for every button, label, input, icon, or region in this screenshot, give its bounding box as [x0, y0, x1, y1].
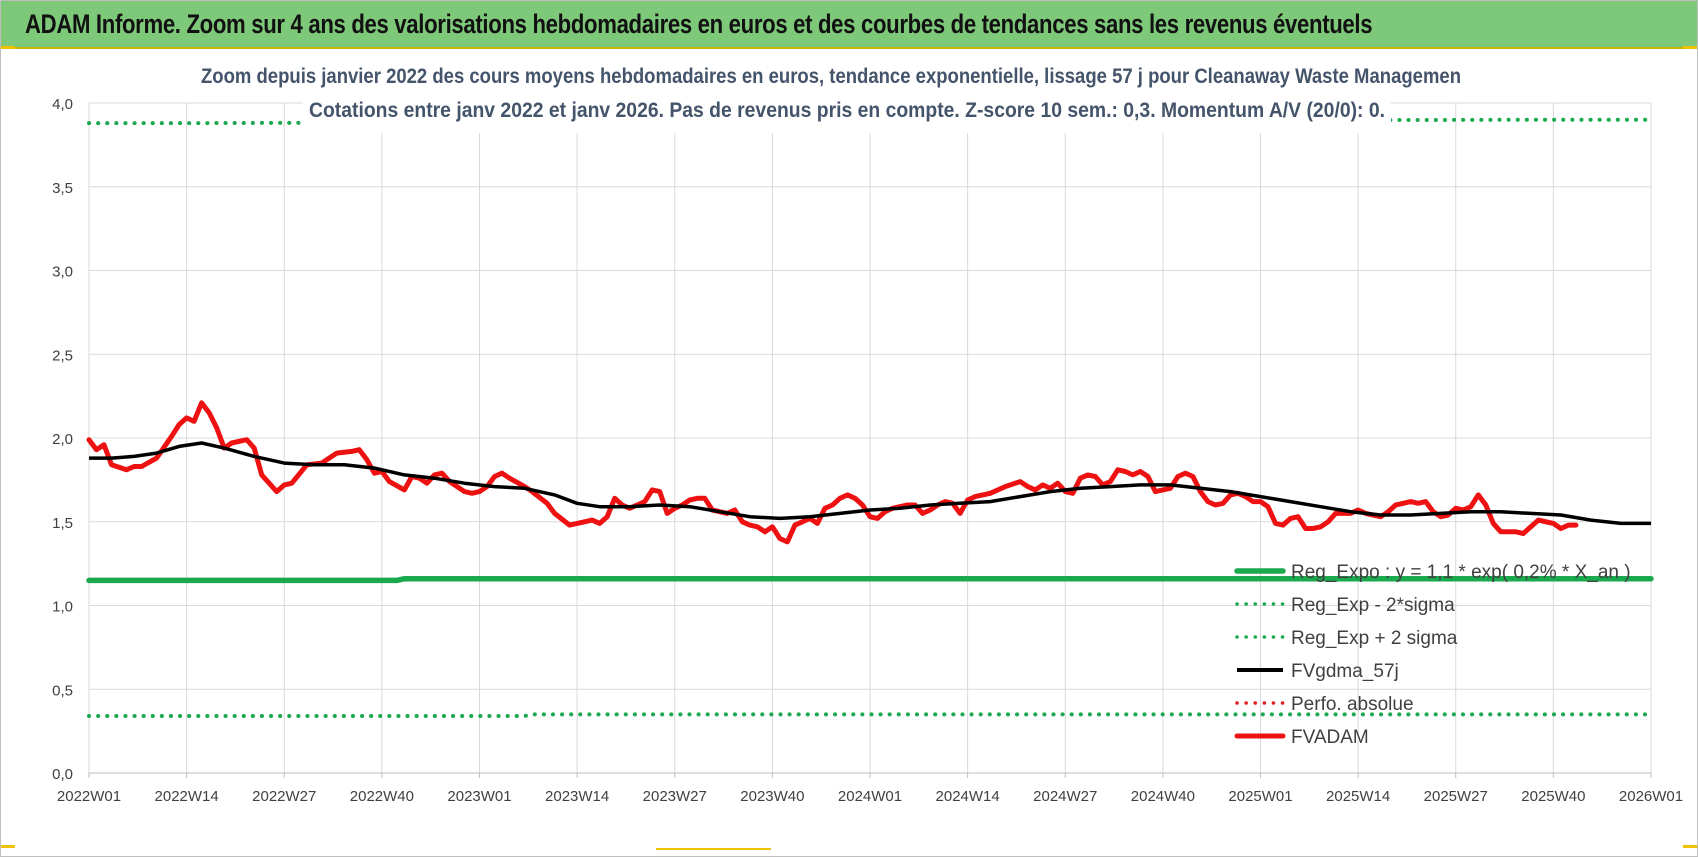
x-tick-label: 2023W14: [545, 788, 609, 805]
chart-subtitle: Cotations entre janv 2022 et janv 2026. …: [309, 99, 1385, 122]
corner-mark: [1683, 46, 1697, 49]
x-tick-label: 2026W01: [1619, 788, 1683, 805]
x-tick-label: 2024W01: [838, 788, 902, 805]
legend-label: FVgdma_57j: [1291, 661, 1399, 682]
x-tick-label: 2023W01: [447, 788, 511, 805]
title-background: [197, 61, 1467, 97]
x-tick-label: 2022W27: [252, 788, 316, 805]
y-tick-label: 0,0: [52, 766, 73, 783]
x-tick-label: 2024W14: [936, 788, 1000, 805]
y-tick-label: 0,5: [52, 682, 73, 699]
y-tick-label: 1,5: [52, 515, 73, 532]
legend: Reg_Expo : y = 1,1 * exp( 0,2% * X_an ) R…: [1231, 553, 1631, 755]
corner-mark: [1683, 845, 1697, 848]
legend-label: Perfo. absolue: [1291, 694, 1414, 715]
legend-label: Reg_Exp - 2*sigma: [1291, 595, 1455, 616]
x-tick-label: 2025W14: [1326, 788, 1390, 805]
series-line-fvadam: [86, 400, 1579, 545]
series-line-reg-expo-y-1-1-exp-0-2-x-an: [86, 575, 1654, 584]
x-tick-label: 2025W40: [1521, 788, 1585, 805]
gridlines: [88, 102, 1652, 774]
banner-title: ADAM Informe. Zoom sur 4 ans des valoris…: [25, 9, 1373, 39]
series-layer: [86, 117, 1654, 718]
corner-mark: [1, 46, 15, 49]
x-axis: 2022W01 2022W14 2022W27 2022W40 2023W01 2023W…: [57, 773, 1683, 805]
legend-box: [1231, 553, 1631, 755]
chart-title: Zoom depuis janvier 2022 des cours moyen…: [201, 65, 1461, 88]
x-tick-label: 2022W40: [350, 788, 414, 805]
legend-label: FVADAM: [1291, 727, 1369, 748]
series-line-fvgdma-57j: [89, 441, 1651, 526]
corner-mark: [656, 848, 771, 850]
corner-mark: [1, 845, 15, 848]
y-tick-label: 1,0: [52, 599, 73, 616]
y-tick-label: 2,0: [52, 431, 73, 448]
x-tick-label: 2025W27: [1424, 788, 1488, 805]
y-tick-label: 3,5: [52, 180, 73, 197]
x-tick-label: 2023W40: [740, 788, 804, 805]
legend-label: Reg_Expo : y = 1,1 * exp( 0,2% * X_an ): [1291, 562, 1631, 583]
title-banner: ADAM Informe. Zoom sur 4 ans des valoris…: [1, 1, 1697, 49]
y-axis: 0,0 0,5 1,0 1,5 2,0 2,5 3,0 3,5 4,0: [52, 96, 73, 783]
legend-label: Reg_Exp + 2 sigma: [1291, 628, 1458, 649]
x-tick-label: 2025W01: [1228, 788, 1292, 805]
x-tick-label: 2022W14: [155, 788, 219, 805]
y-tick-label: 2,5: [52, 347, 73, 364]
x-tick-label: 2022W01: [57, 788, 121, 805]
y-tick-label: 3,0: [52, 264, 73, 281]
x-tick-label: 2024W40: [1131, 788, 1195, 805]
series-line-reg-exp-2-sigma: [87, 712, 1653, 718]
y-tick-label: 4,0: [52, 96, 73, 113]
x-tick-label: 2023W27: [643, 788, 707, 805]
x-tick-label: 2024W27: [1033, 788, 1097, 805]
title-background: [303, 97, 1391, 133]
